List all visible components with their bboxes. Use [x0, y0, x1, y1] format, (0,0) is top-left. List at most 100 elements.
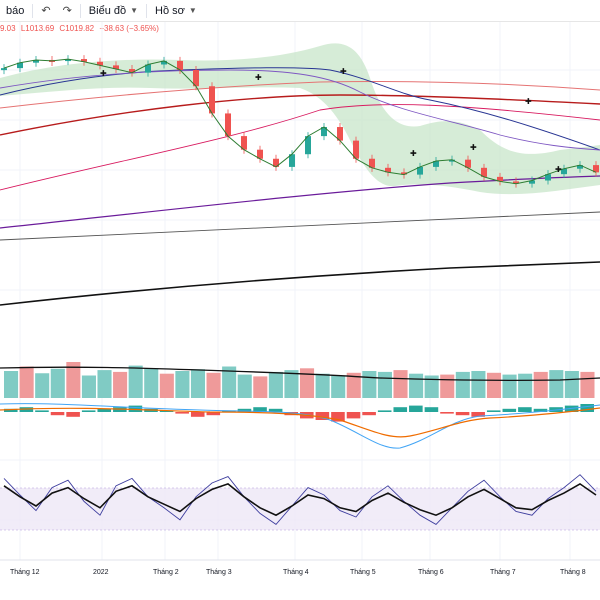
signal-marker-icon: ✚	[100, 69, 107, 78]
moving-average-long-dark-red	[0, 94, 600, 136]
candle	[193, 69, 199, 87]
candle	[17, 62, 23, 69]
macd-bar	[190, 412, 205, 417]
redo-button[interactable]: ↷	[57, 0, 78, 22]
x-axis-tick-label: Tháng 2	[153, 569, 179, 576]
volume-bar	[175, 371, 190, 398]
macd-bar	[206, 412, 221, 416]
candle	[337, 127, 343, 141]
candle	[1, 68, 7, 71]
rsi-band	[0, 488, 600, 530]
macd-bar	[409, 405, 423, 412]
undo-icon: ↶	[41, 5, 51, 17]
volume-bar	[486, 372, 502, 398]
signal-marker-icon: ✚	[470, 143, 477, 152]
signal-marker-icon: ✚	[340, 67, 347, 76]
volume-bar	[300, 368, 315, 398]
candle	[273, 158, 279, 167]
macd-bar	[159, 410, 174, 412]
candle	[577, 165, 583, 169]
macd-bar	[35, 410, 49, 412]
candle	[321, 127, 327, 137]
candle	[33, 59, 39, 63]
signal-marker-icon: ✚	[410, 149, 417, 158]
volume-bar	[222, 366, 237, 398]
macd-bar	[128, 405, 143, 412]
macd-bar	[346, 412, 361, 419]
moving-average-purple	[0, 69, 600, 151]
volume-bar	[315, 373, 330, 398]
volume-bar	[440, 374, 455, 398]
candle	[513, 181, 519, 184]
x-axis-tick-label: Tháng 3	[206, 569, 232, 576]
candle	[97, 61, 103, 66]
macd-bar	[440, 412, 454, 414]
macd-bar	[377, 410, 392, 412]
volume-bar	[455, 371, 470, 398]
macd-bar	[4, 408, 18, 412]
volume-bar	[409, 373, 424, 398]
candlestick-series	[1, 55, 599, 188]
macd-line	[0, 403, 600, 449]
candle	[353, 140, 359, 159]
chevron-down-icon: ▼	[188, 6, 197, 15]
macd-bar	[393, 407, 408, 412]
volume-bar	[393, 370, 408, 398]
candle	[305, 136, 311, 155]
undo-button[interactable]: ↶	[35, 0, 56, 22]
candle	[449, 159, 455, 162]
volume-moving-average	[0, 366, 600, 382]
toolbar-divider	[79, 3, 81, 18]
candle	[433, 161, 439, 167]
volume-bar	[128, 365, 143, 398]
volume-bar	[206, 372, 221, 398]
volume-bar	[564, 371, 579, 398]
top-toolbar: báo ↶ ↷ Biểu đồ ▼ Hồ sơ ▼	[0, 0, 600, 22]
volume-bar	[549, 370, 564, 398]
candle	[401, 172, 407, 175]
volume-bar	[580, 371, 595, 398]
macd-bar	[455, 412, 470, 416]
volume-bar	[66, 362, 81, 398]
trend-line-pink	[0, 104, 600, 191]
volume-bar	[268, 371, 283, 398]
alerts-button[interactable]: báo	[0, 0, 30, 22]
candle	[113, 65, 119, 70]
macd-bar	[237, 408, 252, 412]
profile-menu-button[interactable]: Hồ sơ ▼	[149, 0, 203, 22]
candle	[81, 59, 87, 62]
x-axis-labels: Tháng 12 2022 Tháng 2 Tháng 3 Tháng 4 Tháng 5…	[10, 569, 586, 576]
candle	[65, 59, 71, 62]
grid-vertical	[19, 22, 571, 560]
candle	[241, 136, 247, 150]
indicator-cloud	[0, 43, 600, 195]
candle	[289, 154, 295, 167]
volume-bar	[113, 371, 128, 398]
signal-marker-icon: ✚	[555, 165, 562, 174]
trend-line-purple	[0, 175, 600, 229]
macd-bar	[362, 412, 376, 416]
chart-menu-label: Biểu đồ	[88, 4, 127, 17]
macd-bar	[284, 412, 298, 416]
chart-menu-button[interactable]: Biểu đồ ▼	[83, 0, 144, 22]
macd-bar	[315, 412, 330, 420]
signal-marker-icon: ✚	[255, 73, 262, 82]
redo-icon: ↷	[62, 5, 72, 17]
macd-bar	[424, 407, 439, 412]
x-axis-tick-label: Tháng 6	[418, 569, 444, 576]
macd-bar	[471, 412, 485, 417]
volume-bar	[533, 371, 548, 398]
legend-change: −38.63 (−3.65%)	[99, 24, 159, 33]
x-axis-tick-label: Tháng 7	[490, 569, 516, 576]
volume-bar	[518, 373, 533, 398]
legend-low: L1013.69	[20, 24, 55, 33]
candle	[385, 167, 391, 173]
volume-bar	[502, 374, 517, 398]
candle	[545, 174, 551, 181]
macd-signal-line	[0, 407, 600, 438]
macd-histogram	[4, 404, 594, 422]
rsi-smoothed-line	[3, 482, 597, 517]
candle	[209, 86, 215, 114]
candle	[129, 69, 135, 73]
